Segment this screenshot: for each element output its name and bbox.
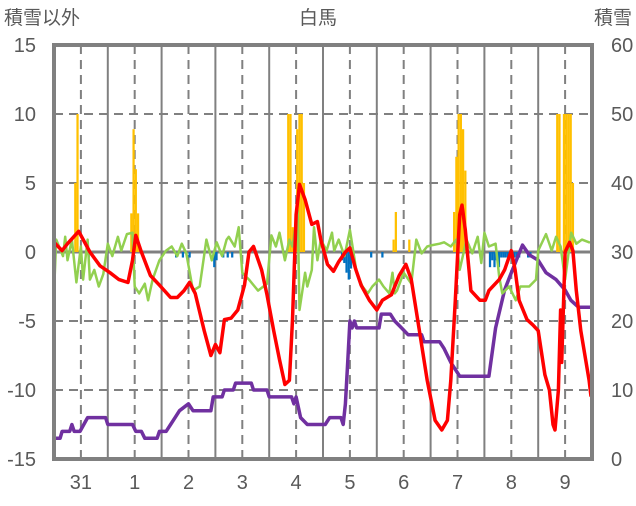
chart-title: 白馬 [299,7,337,29]
y-left-tick-label: -15 [7,449,36,471]
x-tick-label: 3 [237,472,248,494]
x-tick-label: 4 [291,472,302,494]
y-right-tick-label: 30 [611,242,633,264]
precip-bar [453,211,456,252]
precip-bar [302,183,306,252]
negative-bar [226,252,229,258]
y-left-tick-label: 5 [25,173,36,195]
precip-bar [565,114,568,252]
precip-bar [455,156,458,252]
negative-bar [502,252,505,258]
x-tick-label: 8 [506,472,517,494]
right-axis-title: 積雪 [594,7,632,29]
precip-bar [287,114,290,252]
series-line-red [52,182,593,432]
x-tick-label: 1 [129,472,140,494]
y-right-tick-label: 10 [611,380,633,402]
y-right-tick-label: 60 [611,35,633,57]
negative-bar [345,252,348,273]
precip-bar [461,129,465,252]
negative-bar [181,252,185,258]
negative-bar [343,252,346,264]
precip-bar [464,170,467,252]
y-left-tick-label: 15 [14,35,36,57]
x-tick-label: 5 [344,472,355,494]
y-left-tick-label: -5 [18,311,36,333]
negative-bar [381,252,384,258]
plot-frame [52,43,594,461]
series-line-snow-depth [52,243,594,441]
precip-bar [571,183,575,252]
precip-bar [300,114,303,252]
negative-bar [231,252,234,258]
precip-bar [289,114,292,252]
negative-bar [370,252,373,258]
y-right-tick-label: 20 [611,311,633,333]
negative-bar [347,252,350,280]
negative-bar [504,252,507,258]
y-right-tick-label: 0 [611,449,622,471]
negative-bar [500,252,503,258]
negative-bar [513,252,516,258]
negative-bar [215,252,218,261]
precip-bar [74,183,77,252]
x-tick-label: 31 [70,472,92,494]
x-tick-label: 6 [398,472,409,494]
precip-bar [408,239,411,252]
x-tick-label: 2 [183,472,194,494]
precip-bar [136,213,140,252]
precip-bar [558,114,561,252]
x-tick-label: 7 [452,472,463,494]
series-line-green [52,209,591,312]
negative-bar [491,252,494,261]
precip-bar [556,114,559,252]
negative-bar [493,252,496,268]
negative-bar [188,252,191,258]
left-axis-title: 積雪以外 [4,7,80,29]
precip-bar [392,239,395,252]
x-tick-label: 9 [560,472,571,494]
precip-bar [132,129,135,252]
negative-bar [506,252,510,258]
y-right-tick-label: 50 [611,104,633,126]
y-left-tick-label: -10 [7,380,36,402]
precip-bar [76,114,79,252]
precip-bar [457,114,460,252]
y-right-tick-label: 40 [611,173,633,195]
negative-bar [497,252,501,268]
precip-bar [394,211,397,252]
negative-bar [488,252,492,268]
negative-bar [213,252,216,268]
series-lines [52,182,594,441]
precip-bar [562,114,566,252]
y-left-tick-label: 10 [14,104,36,126]
y-left-tick-label: 0 [25,242,36,264]
precip-bar [134,169,137,252]
negative-bar [349,252,353,269]
precip-bar [459,114,462,252]
precip-bar [567,114,570,252]
precip-bar [569,114,572,252]
